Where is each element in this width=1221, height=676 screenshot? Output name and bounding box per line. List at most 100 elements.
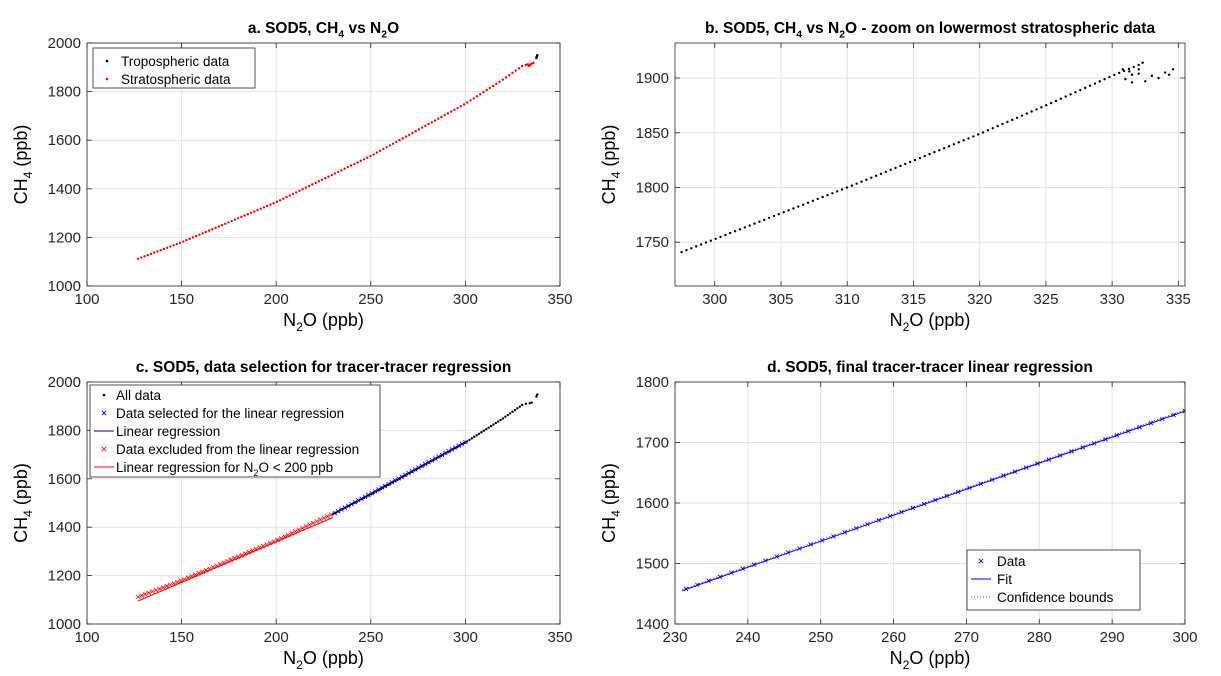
cross-stroke [135,594,141,600]
cross-stroke [264,542,270,547]
x-tick-label: 280 [1027,629,1052,646]
cross-stroke [160,585,166,590]
data-point [1163,71,1167,74]
data-point [407,133,411,136]
data-point [259,207,262,210]
data-point [743,226,747,229]
cross-stroke [185,575,191,580]
data-point [495,82,498,86]
chart-a: 100 150 200 250 300 350 1000 1200 1400 1600 1800 20… [11,20,573,334]
data-point [806,201,810,204]
legend-label: Data excluded from the linear regression [116,442,359,457]
data-point [499,418,502,422]
data-point [469,99,472,102]
legend-box [92,47,256,89]
data-point [1059,97,1063,100]
cross-stroke [157,586,162,592]
plot-marks [682,408,1185,592]
data-point [952,143,956,146]
x-tick-label: 150 [169,629,194,646]
data-point [346,165,350,169]
legend-box [966,549,1141,611]
data-point [719,235,722,239]
data-point [480,431,483,434]
data-point [511,410,514,413]
data-point [506,413,509,417]
data-point [336,170,340,174]
x-tick-label: 300 [453,291,478,308]
data-point [401,137,404,140]
data-point [424,124,427,128]
data-point [938,148,941,152]
data-point [836,190,839,193]
data-point [449,110,453,113]
data-point [1167,73,1171,76]
data-point [913,158,917,162]
data-point [136,257,140,260]
legend-marker [101,446,107,452]
cross-stroke [189,573,194,579]
x-tick-label: 330 [1100,291,1125,308]
plot-area [675,43,1185,286]
cross-stroke [1182,410,1185,414]
data-point [513,408,517,412]
legend: All data Data selected for the linear reg… [89,384,381,478]
axes-box [86,381,561,625]
x-axis-label: N2O (ppb) [283,648,364,672]
cross-stroke [203,567,209,573]
data-point [501,78,504,81]
x-tick-label: 300 [1172,629,1197,646]
y-tick-label: 1000 [48,278,81,295]
data-point [230,219,233,223]
data-point [501,417,505,420]
data-point [211,228,214,231]
data-point [865,178,868,181]
data-point [142,591,148,597]
data-point [1006,120,1009,124]
y-tick-label: 1850 [636,125,669,142]
data-point [318,517,323,522]
cross-stroke [139,593,144,598]
data-point [517,67,521,70]
data-point [366,156,369,159]
data-point [889,168,892,172]
data-point [227,221,230,224]
data-point [404,135,408,138]
cross-stroke [303,524,309,529]
x-axis-label: N2O (ppb) [890,310,971,334]
data-point [362,158,366,161]
data-point [300,525,305,531]
data-point [972,135,975,138]
y-axis-label: CH4 (ppb) [11,125,35,205]
data-point [532,61,535,65]
data-point [699,243,703,246]
data-point [508,74,511,77]
x-tick-label: 260 [881,629,906,646]
x-tick-label: 310 [835,291,860,308]
x-tick-label: 300 [453,629,478,646]
cross-stroke [285,532,291,538]
data-point [518,405,521,408]
data-point [475,434,478,437]
data-point [1088,84,1092,87]
data-point [157,586,162,592]
cross-stroke [192,572,198,577]
data-point [167,582,173,588]
data-point [327,175,330,178]
chart-title: a. SOD5, CH4 vs N2O [248,20,399,40]
x-tick-label: 200 [264,629,289,646]
y-tick-label: 1400 [48,181,81,198]
cross-stroke [146,590,152,596]
data-point [378,149,382,153]
data-point [1128,70,1131,73]
data-point [162,247,166,251]
data-point [1045,104,1048,107]
data-point [488,86,492,90]
data-point [1049,101,1053,105]
data-point [504,415,507,418]
legend-label: All data [116,388,162,403]
data-point [928,152,931,156]
data-point [821,195,824,199]
axes-box [86,42,561,287]
data-point [249,211,253,215]
